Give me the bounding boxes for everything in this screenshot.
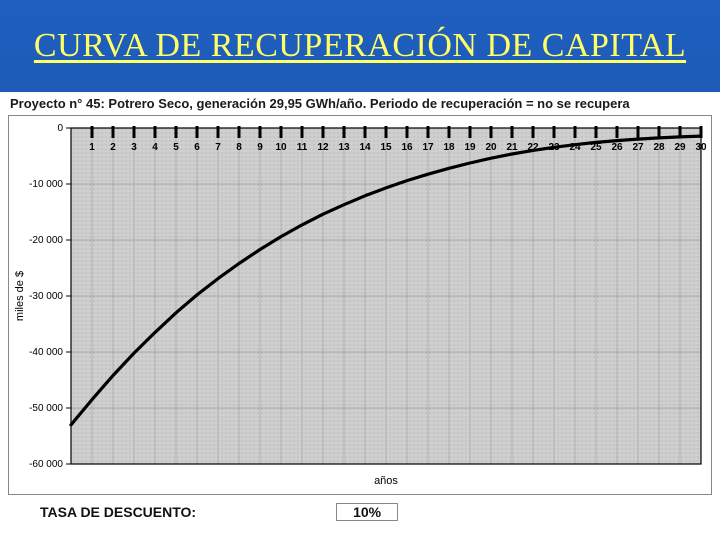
svg-text:años: años (374, 475, 398, 487)
discount-rate-row: TASA DE DESCUENTO: 10% (0, 499, 720, 525)
svg-text:8: 8 (236, 142, 242, 153)
title-banner: CURVA DE RECUPERACIÓN DE CAPITAL (0, 0, 720, 92)
discount-rate-value: 10% (336, 503, 398, 521)
svg-text:7: 7 (215, 142, 221, 153)
svg-text:-60 000: -60 000 (29, 459, 63, 470)
svg-text:-40 000: -40 000 (29, 347, 63, 358)
svg-text:19: 19 (464, 142, 476, 153)
svg-text:-30 000: -30 000 (29, 291, 63, 302)
svg-text:9: 9 (257, 142, 263, 153)
svg-text:10: 10 (275, 142, 287, 153)
svg-text:18: 18 (443, 142, 455, 153)
svg-text:16: 16 (401, 142, 413, 153)
svg-text:20: 20 (485, 142, 497, 153)
svg-text:2: 2 (110, 142, 116, 153)
svg-text:15: 15 (380, 142, 392, 153)
svg-text:1: 1 (89, 142, 95, 153)
svg-text:5: 5 (173, 142, 179, 153)
svg-text:21: 21 (506, 142, 518, 153)
chart-subtitle: Proyecto n° 45: Potrero Seco, generación… (0, 92, 720, 113)
discount-rate-label: TASA DE DESCUENTO: (40, 504, 196, 520)
svg-text:26: 26 (611, 142, 623, 153)
svg-text:-10 000: -10 000 (29, 179, 63, 190)
svg-text:27: 27 (632, 142, 644, 153)
page-title: CURVA DE RECUPERACIÓN DE CAPITAL (34, 28, 686, 64)
svg-text:miles de $: miles de $ (14, 271, 26, 321)
capital-recovery-line-chart: 0 -10 000 -20 000 -30 000 -40 000 -50 000 -60 … (9, 116, 711, 494)
svg-text:12: 12 (317, 142, 329, 153)
chart-frame: 0 -10 000 -20 000 -30 000 -40 000 -50 000 -60 … (8, 115, 712, 495)
svg-text:11: 11 (297, 142, 308, 153)
svg-text:-20 000: -20 000 (29, 235, 63, 246)
svg-text:28: 28 (653, 142, 665, 153)
svg-text:6: 6 (194, 142, 200, 153)
svg-text:14: 14 (359, 142, 371, 153)
svg-text:4: 4 (152, 142, 158, 153)
svg-text:13: 13 (338, 142, 350, 153)
svg-text:-50 000: -50 000 (29, 403, 63, 414)
svg-text:0: 0 (57, 123, 63, 134)
svg-text:3: 3 (131, 142, 137, 153)
svg-text:17: 17 (422, 142, 434, 153)
svg-text:29: 29 (674, 142, 686, 153)
